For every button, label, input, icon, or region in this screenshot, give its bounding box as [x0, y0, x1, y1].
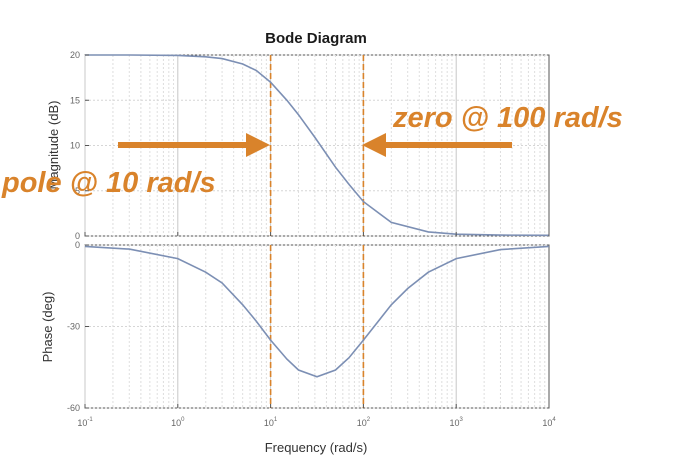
phase-marker-lines	[269, 245, 365, 408]
y-tick-label: 5	[75, 186, 80, 196]
x-tick-label: 101	[264, 417, 278, 428]
y-tick-label: 15	[70, 95, 80, 105]
zero-annotation: zero @ 100 rad/s	[392, 102, 623, 134]
y-tick-label: 0	[75, 240, 80, 250]
phase-panel: 0-30-60 10-1 100 101 102 103 104 Phase (deg) …	[40, 240, 556, 455]
chart-title: Bode Diagram	[265, 30, 367, 47]
y-tick-label: 10	[70, 141, 80, 151]
magnitude-x-ticks	[84, 232, 550, 236]
x-tick-label: 104	[542, 417, 556, 428]
pole-annotation: pole @ 10 rad/s	[1, 167, 216, 199]
magnitude-axis-label: Magnitude (dB)	[46, 101, 61, 190]
frequency-axis-label: Frequency (rad/s)	[265, 440, 368, 455]
magnitude-y-ticks: 0 5 10 15 20	[70, 50, 89, 241]
phase-series-line	[84, 245, 550, 378]
y-tick-label: -60	[67, 403, 80, 413]
x-tick-label: 103	[450, 417, 464, 428]
phase-axis-label: Phase (deg)	[40, 292, 55, 363]
y-tick-label: -30	[67, 322, 80, 332]
zero-arrow	[362, 133, 512, 157]
x-tick-label: 102	[357, 417, 371, 428]
phase-y-ticks: 0 -30 -60	[67, 240, 89, 413]
pole-arrow	[118, 133, 270, 157]
x-tick-label: 100	[171, 417, 185, 428]
y-tick-label: 0	[75, 231, 80, 241]
x-tick-label: 10-1	[77, 417, 93, 428]
magnitude-series-line	[85, 54, 550, 237]
phase-x-ticks: 10-1 100 101 102 103 104	[77, 404, 556, 428]
y-tick-label: 20	[70, 50, 80, 60]
